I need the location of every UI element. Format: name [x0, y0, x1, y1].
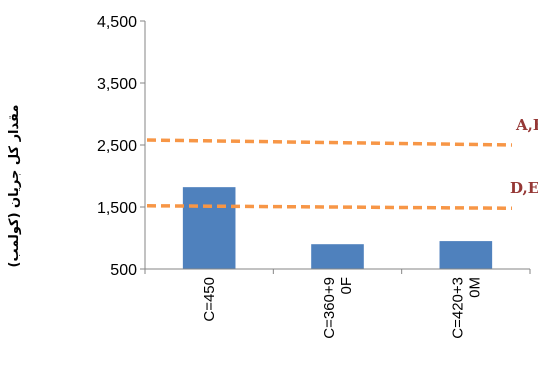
- annotation-abc: شرایط آب و هوایی A,B,C: [515, 115, 538, 134]
- reference-line: [146, 204, 513, 210]
- y-tick-label: 2,500: [97, 138, 137, 155]
- y-axis: 500 1,500 2,500 3,500 4,500: [97, 14, 146, 279]
- x-category-label: 0M: [466, 277, 483, 298]
- bar: [311, 244, 364, 269]
- y-tick-label: 500: [110, 262, 137, 279]
- x-category-label: C=360+9: [321, 277, 338, 339]
- bar: [182, 187, 236, 269]
- x-category-label: 0F: [338, 277, 355, 295]
- y-tick-label: 4,500: [97, 14, 137, 31]
- x-axis: C=450 C=360+9 0F C=420+3 0M: [144, 268, 531, 339]
- reference-lines: [146, 138, 513, 210]
- x-category-label: C=450: [201, 277, 218, 322]
- annotation-def: شرایط آب و هوایی D,E,F: [510, 178, 538, 197]
- y-axis-title: مقدار کل جریان (کولمب): [7, 105, 22, 268]
- bars: [182, 187, 493, 269]
- bar: [439, 241, 493, 269]
- y-tick-label: 1,500: [97, 200, 137, 217]
- x-category-label: C=420+3: [449, 277, 466, 339]
- y-tick-label: 3,500: [97, 76, 137, 93]
- reference-line: [146, 138, 513, 147]
